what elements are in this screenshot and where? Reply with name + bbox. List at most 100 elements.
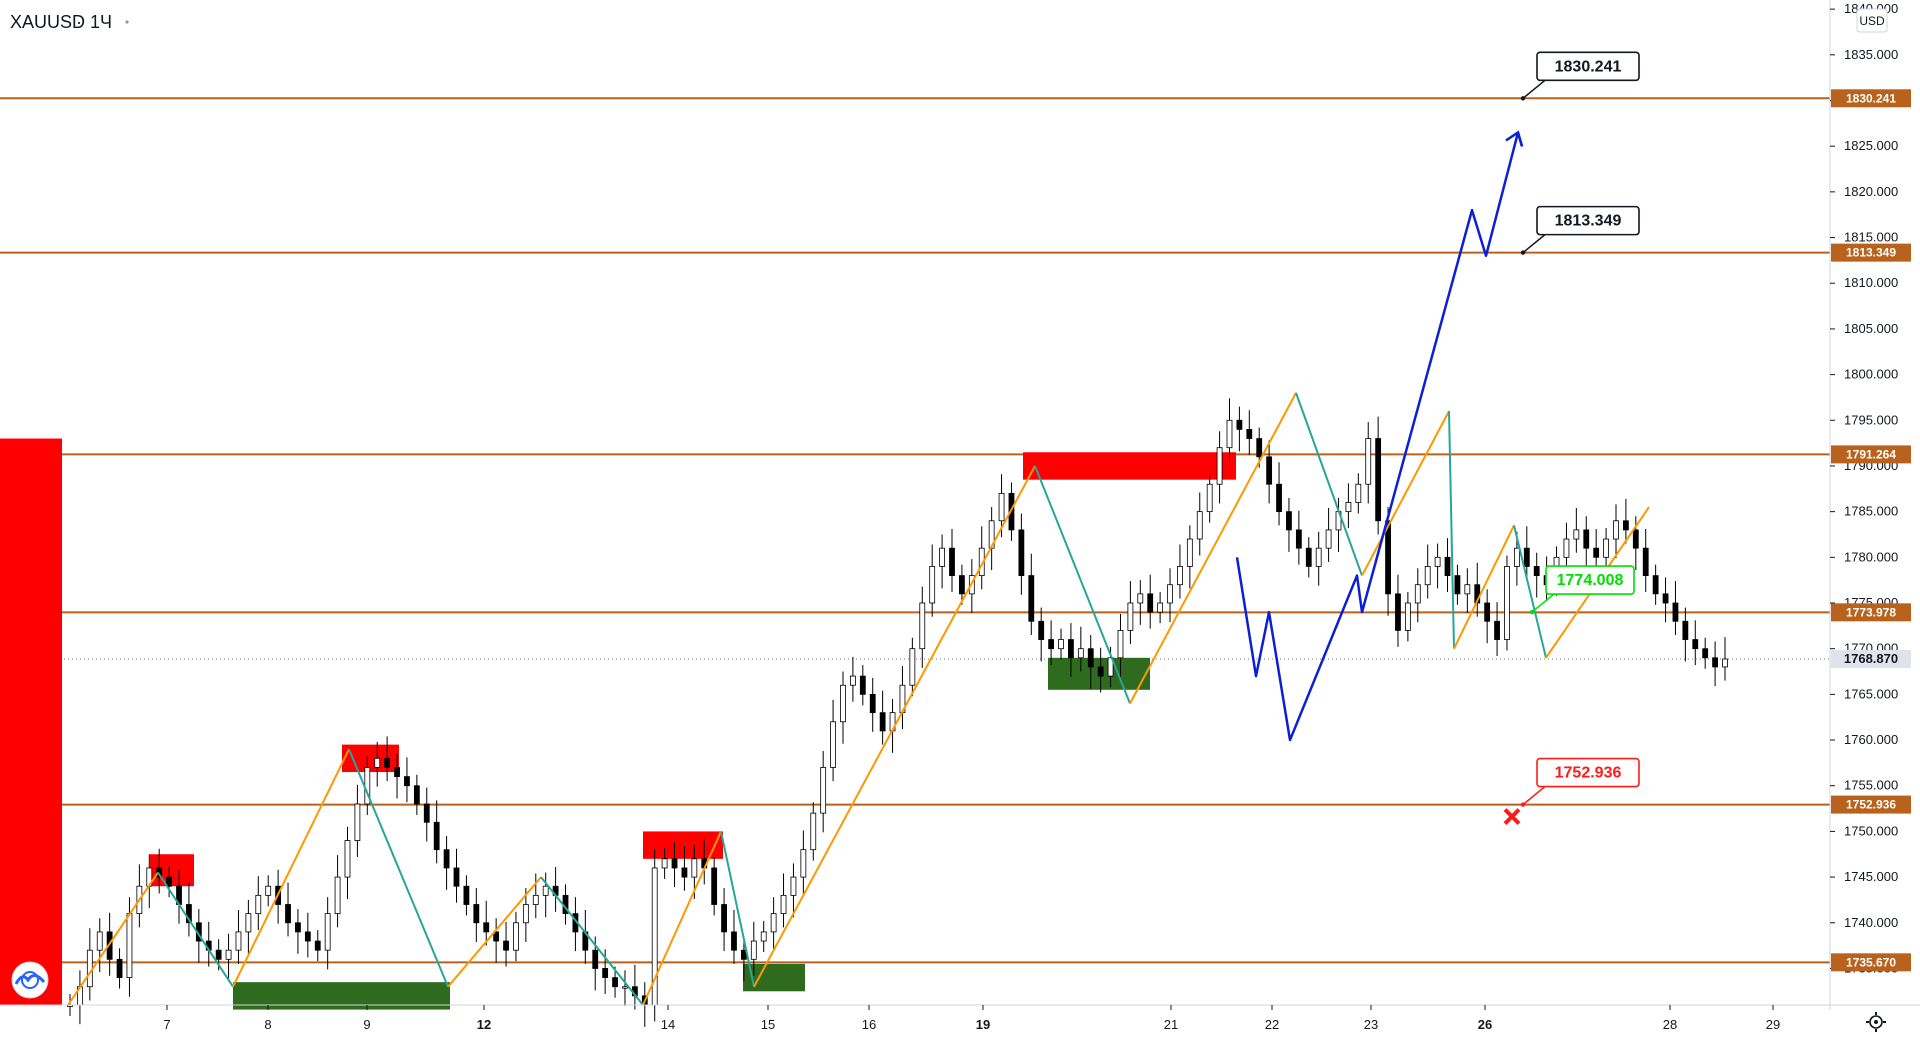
x-tick-label: 23 [1364, 1017, 1378, 1032]
callout-anchor [1529, 609, 1535, 615]
candle-body [1464, 584, 1471, 595]
candle-body [1434, 556, 1441, 567]
candle-body [1404, 602, 1411, 631]
zigzag-up-leg [67, 871, 159, 1006]
y-tick-label: 1765.000 [1844, 686, 1898, 701]
candle-body [1603, 538, 1609, 558]
candle-body [1097, 666, 1104, 677]
candle-body [314, 940, 321, 951]
candle-body [592, 949, 599, 969]
y-tick-label: 1815.000 [1844, 230, 1898, 245]
candle-body [542, 885, 549, 896]
candle-body [186, 904, 192, 924]
candle-body [1682, 620, 1689, 640]
candle-body [790, 876, 797, 896]
candle-body [483, 922, 490, 933]
candle-body [1276, 483, 1282, 513]
level-lines-layer [0, 97, 1830, 964]
time-scale[interactable]: 7 8 9 12 14 15 16 19 21 22 23 26 28 29 [163, 1005, 1780, 1032]
candle-body [1613, 520, 1619, 540]
y-tick-label: 1760.000 [1844, 732, 1898, 747]
candle-body [1712, 657, 1718, 668]
candle-body [354, 803, 361, 841]
candle-body [1722, 658, 1728, 668]
candle-body [622, 986, 628, 989]
level-badge [1831, 603, 1911, 622]
y-tick-label: 1750.000 [1844, 823, 1898, 838]
candle-body [1652, 575, 1659, 595]
zigzag-up-leg [232, 748, 350, 988]
x-tick-label: 15 [761, 1017, 775, 1032]
candle-body [433, 821, 440, 851]
y-tick-label: 1820.000 [1844, 184, 1898, 199]
candle-body [1484, 602, 1491, 622]
candle-body [661, 858, 668, 869]
x-tick-label: 12 [477, 1017, 491, 1032]
settings-gear-icon[interactable] [1866, 1012, 1886, 1032]
candle-body [324, 913, 331, 951]
candle-body [949, 547, 955, 576]
candle-body [344, 840, 351, 878]
candle-body [1216, 447, 1223, 485]
candle-body [1117, 630, 1124, 659]
candle-body [1077, 648, 1084, 659]
candle-body [166, 876, 173, 887]
zigzag-down-leg [1034, 465, 1131, 704]
callout-box [1536, 205, 1640, 236]
candle-body [1246, 429, 1253, 439]
x-tick-label: 9 [363, 1017, 370, 1032]
candle-body [493, 931, 500, 942]
callout-label: 1813.349 [1555, 213, 1622, 230]
callout-pointer [1522, 79, 1546, 99]
candle-body [998, 492, 1005, 522]
zigzag-up-leg [447, 876, 542, 988]
candle-body [1672, 602, 1679, 622]
candle-body [215, 949, 222, 960]
currency-button[interactable] [1856, 8, 1888, 33]
candle-body [1325, 529, 1332, 549]
tradingview-logo-icon[interactable] [11, 961, 49, 999]
x-tick-label: 16 [862, 1017, 876, 1032]
candle-body [1454, 575, 1461, 595]
candle-body [245, 913, 252, 933]
x-tick-label: 21 [1164, 1017, 1178, 1032]
candle-body [1315, 547, 1322, 567]
candle-body [731, 931, 737, 951]
candle-body [1068, 639, 1074, 659]
candle-body [1107, 657, 1114, 677]
more-dot-icon[interactable] [125, 20, 129, 24]
level-badge [1831, 953, 1911, 972]
callout-anchor [1520, 250, 1526, 255]
interval-label[interactable]: 1Ч [90, 12, 112, 32]
level-badge-label: 1813.349 [1846, 246, 1896, 260]
symbol-label[interactable]: XAUUSD [10, 12, 85, 32]
callout-box [1536, 51, 1640, 82]
candle-body [1622, 520, 1629, 531]
candle-body [780, 894, 787, 915]
candle-body [939, 547, 945, 567]
candle-body [859, 675, 866, 695]
zigzag-down-leg [1513, 525, 1547, 659]
zigzag-up-leg [753, 465, 1036, 988]
x-tick-label: 14 [661, 1017, 675, 1032]
y-tick-label: 1745.000 [1844, 869, 1898, 884]
x-tick-label: 28 [1663, 1017, 1677, 1032]
candle-body [86, 949, 93, 988]
candle-body [1295, 529, 1302, 549]
candle-body [423, 803, 430, 823]
candle-body [1167, 584, 1173, 604]
zigzag-up-leg [642, 830, 722, 1006]
candle-body [1137, 593, 1144, 604]
projection-arrowhead [1505, 130, 1524, 147]
y-tick-label: 1835.000 [1844, 47, 1898, 62]
zigzag-layer [67, 392, 1650, 1006]
candle-body [1206, 483, 1213, 513]
candle-body [394, 767, 400, 777]
candle-body [1236, 419, 1243, 430]
candle-body [304, 931, 311, 942]
candle-body [760, 931, 767, 942]
candle-body [1504, 566, 1510, 640]
candle-body [711, 867, 718, 905]
